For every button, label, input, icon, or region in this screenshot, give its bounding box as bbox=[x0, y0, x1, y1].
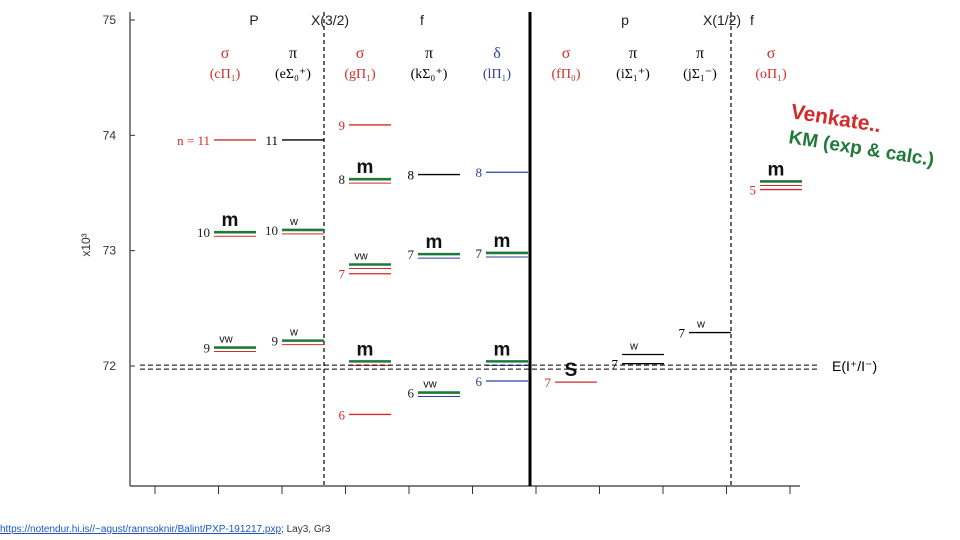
intensity-tag: m bbox=[222, 210, 239, 231]
symmetry-greek: π bbox=[629, 45, 637, 62]
column-header: p bbox=[621, 12, 629, 28]
intensity-tag: S bbox=[565, 360, 578, 381]
footer: https://notendur.hi.is//~agust/rannsokni… bbox=[0, 524, 330, 535]
intensity-tag: vw bbox=[354, 251, 368, 263]
symmetry-greek: σ bbox=[221, 45, 230, 62]
annotation: Venkate..KM (exp & calc.) bbox=[787, 100, 935, 171]
level-number: 7 bbox=[679, 326, 686, 341]
symmetry-greek: δ bbox=[493, 45, 501, 62]
intensity-tag: w bbox=[289, 216, 298, 228]
intensity-tag: w bbox=[289, 327, 298, 339]
symmetry-state: (oΠ₁) bbox=[755, 67, 787, 82]
intensity-tag: m bbox=[357, 339, 374, 360]
level-number: 9 bbox=[339, 118, 346, 133]
level-number: 9 bbox=[272, 334, 279, 349]
level-number: 10 bbox=[197, 225, 210, 240]
level-number: 6 bbox=[476, 374, 483, 389]
column-header: f bbox=[420, 12, 424, 28]
level-number: 11 bbox=[265, 133, 278, 148]
level-number: 9 bbox=[204, 341, 211, 356]
level-number: 6 bbox=[339, 407, 346, 422]
symmetry-greek: π bbox=[696, 45, 704, 62]
level-number: 6 bbox=[408, 386, 415, 401]
intensity-tag: m bbox=[494, 231, 511, 252]
intensity-tag: m bbox=[357, 157, 374, 178]
symmetry-state: (kΣ₀⁺) bbox=[411, 67, 448, 82]
column-headers: P X(3/2) f p X(1/2) f bbox=[249, 12, 754, 28]
column-header: f bbox=[750, 12, 754, 28]
threshold-label: E(I⁺/I⁻) bbox=[832, 358, 877, 374]
intensity-tag: vw bbox=[423, 379, 437, 391]
intensity-tag: m bbox=[494, 339, 511, 360]
level-number: 7 bbox=[339, 267, 346, 282]
level-number: 7 bbox=[545, 375, 552, 390]
level-number: 8 bbox=[339, 172, 346, 187]
symmetry-greek: π bbox=[425, 45, 433, 62]
source-link[interactable]: https://notendur.hi.is//~agust/rannsokni… bbox=[0, 524, 281, 535]
symmetry-state: (fΠ₀) bbox=[552, 67, 581, 82]
axis-multiplier: x10³ bbox=[79, 233, 93, 256]
symmetry-greek: σ bbox=[562, 45, 571, 62]
column-header: X(3/2) bbox=[311, 12, 349, 28]
level-number: 8 bbox=[408, 168, 415, 183]
column-header: X(1/2) bbox=[703, 12, 741, 28]
symmetry-state: (iΣ₁⁺) bbox=[616, 67, 650, 82]
symmetry-greek: σ bbox=[356, 45, 365, 62]
y-tick-label: 74 bbox=[103, 128, 117, 142]
intensity-tag: m bbox=[426, 232, 443, 253]
symmetry-state: (gΠ₁) bbox=[344, 67, 376, 82]
symmetry-state: (cΠ₁) bbox=[210, 67, 241, 82]
symmetry-state: (jΣ₁⁻) bbox=[683, 67, 717, 82]
column-header: P bbox=[249, 12, 258, 28]
intensity-tag: w bbox=[696, 319, 705, 331]
y-tick-label: 73 bbox=[103, 244, 117, 258]
footer-suffix: ; Lay3, Gr3 bbox=[281, 524, 330, 535]
intensity-tag: m bbox=[768, 159, 785, 180]
symmetry-greek: π bbox=[289, 45, 297, 62]
symmetry-state: (lΠ₁) bbox=[483, 67, 512, 82]
level-number: 7 bbox=[476, 246, 483, 261]
symmetry-state: (eΣ₀⁺) bbox=[275, 67, 311, 82]
y-tick-label: 75 bbox=[103, 13, 117, 27]
y-tick-label: 72 bbox=[103, 359, 117, 373]
symmetry-labels: σ (cΠ₁) π (eΣ₀⁺) σ (gΠ₁) π (kΣ₀⁺) δ (lΠ₁) σ (fΠ₀) π (… bbox=[210, 45, 787, 82]
level-number: 8 bbox=[476, 165, 483, 180]
level-number: 5 bbox=[750, 183, 757, 198]
intensity-tag: vw bbox=[219, 334, 233, 346]
symmetry-greek: σ bbox=[767, 45, 776, 62]
intensity-tag: w bbox=[629, 340, 638, 352]
level-number: n = 11 bbox=[177, 133, 210, 148]
level-number: 7 bbox=[408, 247, 415, 262]
level-number: 10 bbox=[265, 223, 278, 238]
